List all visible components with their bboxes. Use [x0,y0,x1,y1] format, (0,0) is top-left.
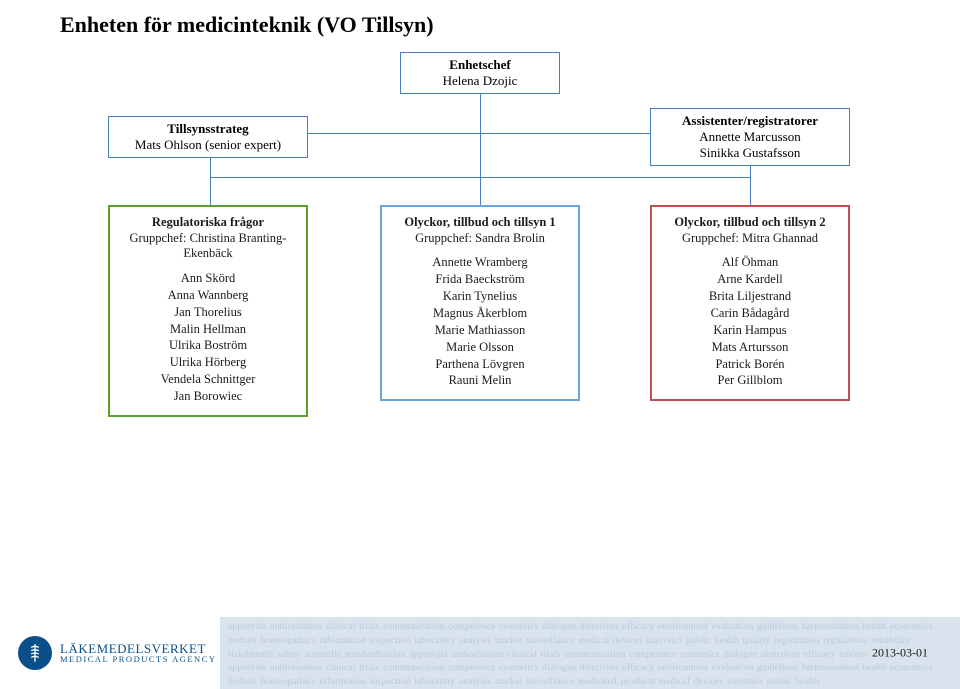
group-members: Annette WrambergFrida BaeckströmKarin Ty… [392,254,568,389]
org-box-person: Mats Ohlson (senior expert) [119,137,297,153]
group-title: Regulatoriska frågor [120,215,296,231]
org-box-title: Assistenter/registratorer [661,113,839,129]
org-box-enhetschef: Enhetschef Helena Dzojic [400,52,560,94]
snake-staff-icon [25,643,45,663]
org-box-title: Enhetschef [411,57,549,73]
footer-wordcloud: approvals authorisation clinical trials … [220,617,960,689]
connector-line [480,134,481,205]
page-footer: LÄKEMEDELSVERKET MEDICAL PRODUCTS AGENCY… [0,617,960,689]
group-subtitle: Gruppchef: Christina Branting-Ekenbäck [120,231,296,262]
org-box-persons: Annette Marcusson Sinikka Gustafsson [661,129,839,161]
group-title: Olyckor, tillbud och tillsyn 2 [662,215,838,231]
org-box-person: Helena Dzojic [411,73,549,89]
group-box-reg: Regulatoriska frågorGruppchef: Christina… [108,205,308,417]
agency-logo: LÄKEMEDELSVERKET MEDICAL PRODUCTS AGENCY [0,617,220,689]
group-title: Olyckor, tillbud och tillsyn 1 [392,215,568,231]
group-subtitle: Gruppchef: Mitra Ghannad [662,231,838,247]
group-subtitle: Gruppchef: Sandra Brolin [392,231,568,247]
logo-text-en: MEDICAL PRODUCTS AGENCY [60,655,217,664]
logo-text-sv: LÄKEMEDELSVERKET [60,642,217,656]
group-box-t1: Olyckor, tillbud och tillsyn 1Gruppchef:… [380,205,580,401]
connector-line [480,92,481,134]
logo-icon [18,636,52,670]
connector-line [210,156,211,205]
footer-date: 2013-03-01 [866,646,934,661]
page-title: Enheten för medicinteknik (VO Tillsyn) [0,0,960,38]
connector-line [750,160,751,205]
footer-wordcloud-area: approvals authorisation clinical trials … [220,617,960,689]
org-box-assistenter: Assistenter/registratorer Annette Marcus… [650,108,850,166]
group-members: Ann SkördAnna WannbergJan ThoreliusMalin… [120,270,296,405]
org-box-title: Tillsynsstrateg [119,121,297,137]
group-members: Alf ÖhmanArne KardellBrita LiljestrandCa… [662,254,838,389]
connector-line [210,177,751,178]
group-box-t2: Olyckor, tillbud och tillsyn 2Gruppchef:… [650,205,850,401]
org-box-tillsynsstrateg: Tillsynsstrateg Mats Ohlson (senior expe… [108,116,308,158]
